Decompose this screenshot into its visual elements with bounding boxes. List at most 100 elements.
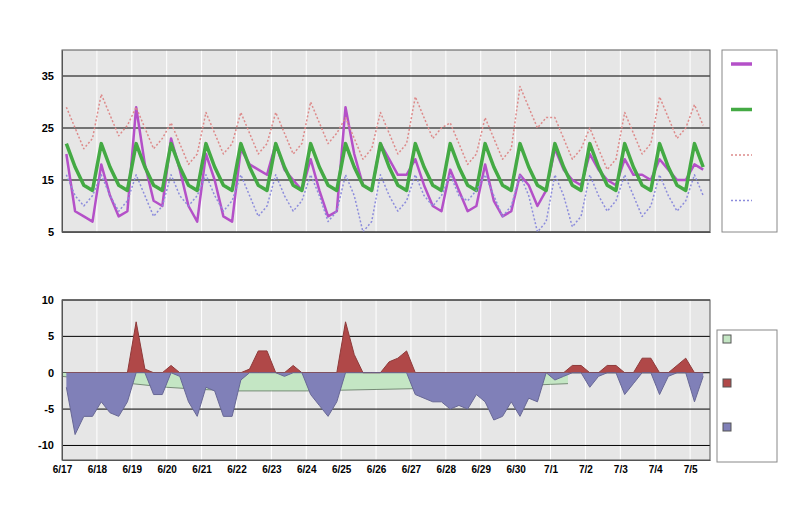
x-tick: 6/25	[332, 460, 352, 475]
chart-1: -10 -5 0 5 10 6/17 6/18 6/19 6/20 6/21 6/22 6/23 6/2…	[38, 294, 777, 475]
x-tick: 6/22	[227, 460, 247, 475]
x-grid-line	[96, 50, 97, 232]
area-outline	[66, 322, 703, 373]
x-grid-line	[166, 50, 167, 232]
x-tick-label: 6/28	[437, 464, 457, 475]
y-grid-line	[62, 336, 710, 337]
x-tick-label: 6/24	[297, 464, 317, 475]
plot-frame	[62, 300, 710, 460]
x-tick-label: 7/3	[614, 464, 628, 475]
x-tick: 6/24	[297, 460, 317, 475]
y-tick: -10	[38, 439, 62, 451]
y-axis: -10 -5 0 5 10	[38, 294, 62, 460]
x-grid-line	[201, 50, 202, 232]
x-tick-label: 6/17	[53, 464, 73, 475]
legend-swatch	[723, 379, 731, 387]
x-tick-label: 7/5	[684, 464, 698, 475]
area	[66, 322, 703, 373]
y-tick-label: -5	[44, 403, 54, 415]
x-grid-line	[515, 50, 516, 232]
x-grid-line	[306, 50, 307, 232]
y-tick: -5	[44, 403, 62, 415]
x-tick-label: 6/19	[123, 464, 143, 475]
legend	[722, 50, 777, 232]
x-tick: 7/3	[614, 460, 628, 475]
x-axis-line	[63, 460, 711, 461]
legend-swatch	[731, 154, 752, 156]
x-tick: 6/19	[123, 460, 143, 475]
x-tick-label: 6/18	[88, 464, 108, 475]
y-tick-label: -10	[38, 439, 54, 451]
x-grid-line	[376, 50, 377, 232]
x-tick: 6/29	[472, 460, 492, 475]
y-tick: 5	[48, 226, 62, 238]
x-grid-line	[620, 50, 621, 232]
grid	[62, 50, 710, 232]
y-tick-label: 5	[48, 330, 54, 342]
data-layer	[62, 322, 703, 435]
legend-swatch	[723, 423, 731, 431]
plot-background	[62, 50, 710, 232]
y-tick-label: 0	[48, 367, 54, 379]
x-tick-label: 6/23	[262, 464, 282, 475]
x-tick-label: 6/27	[402, 464, 422, 475]
y-tick: 0	[48, 367, 62, 379]
x-tick: 6/28	[437, 460, 457, 475]
x-tick-label: 6/22	[227, 464, 247, 475]
y-axis-line	[62, 51, 63, 233]
x-tick: 6/21	[192, 460, 212, 475]
x-tick: 6/20	[157, 460, 177, 475]
x-grid-line	[445, 50, 446, 232]
x-tick: 7/4	[649, 460, 663, 475]
y-axis: 5152535	[42, 51, 63, 239]
area	[66, 373, 703, 435]
x-axis-line	[63, 232, 711, 233]
x-tick-label: 6/21	[192, 464, 212, 475]
area-outline	[66, 373, 703, 435]
y-grid-line	[62, 409, 710, 410]
legend-box	[717, 330, 777, 462]
legend-swatch	[723, 335, 731, 343]
x-tick-label: 6/29	[472, 464, 492, 475]
x-grid-line	[410, 50, 411, 232]
x-tick-label: 7/2	[579, 464, 593, 475]
legend	[717, 330, 777, 462]
y-grid-line	[62, 76, 710, 77]
x-grid-line	[655, 50, 656, 232]
x-grid-line	[550, 50, 551, 232]
chart-0: 5152535	[42, 50, 777, 238]
x-tick: 6/18	[88, 460, 108, 475]
x-tick: 6/27	[402, 460, 422, 475]
x-grid-line	[480, 50, 481, 232]
plot-background	[62, 300, 710, 460]
x-tick-label: 6/25	[332, 464, 352, 475]
x-tick-label: 6/26	[367, 464, 387, 475]
x-tick: 7/5	[684, 460, 698, 475]
x-tick: 6/26	[367, 460, 387, 475]
y-axis-line	[62, 301, 63, 461]
plot-frame	[62, 50, 710, 232]
y-tick: 10	[42, 294, 62, 306]
x-tick-label: 6/20	[157, 464, 177, 475]
y-tick: 5	[48, 330, 62, 342]
legend-swatch	[731, 200, 752, 202]
line	[66, 86, 703, 169]
legend-swatch	[731, 108, 752, 112]
x-tick: 7/2	[579, 460, 593, 475]
x-tick-label: 7/4	[649, 464, 663, 475]
x-tick: 6/17	[53, 460, 73, 475]
y-tick-label: 15	[42, 174, 54, 186]
x-tick-label: 7/1	[544, 464, 558, 475]
y-tick-label: 5	[48, 226, 54, 238]
y-tick: 15	[42, 174, 62, 186]
x-grid-line	[271, 50, 272, 232]
line	[66, 175, 703, 232]
legend-box	[722, 50, 777, 232]
y-tick-label: 35	[42, 70, 54, 82]
y-grid-line	[62, 180, 710, 181]
x-tick: 6/23	[262, 460, 282, 475]
x-tick: 6/30	[506, 460, 526, 475]
y-tick: 35	[42, 70, 62, 82]
grid	[62, 300, 710, 460]
y-grid-line	[62, 445, 710, 446]
